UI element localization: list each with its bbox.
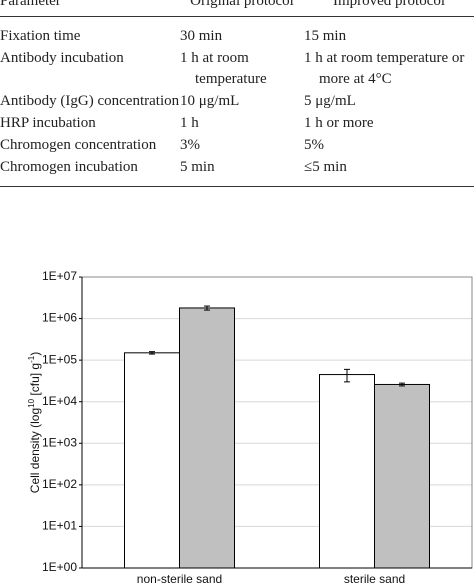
row: Chromogen incubation 5 min ≤5 min: [0, 157, 474, 187]
y-axis-label-part: -1: [27, 355, 36, 363]
y-axis-label-part: ): [28, 352, 42, 356]
cell: 1 h or more: [304, 115, 374, 131]
y-tick-label: 1E+07: [42, 269, 77, 283]
cell: 10 μg/mL: [180, 93, 240, 109]
cell: Chromogen concentration: [0, 137, 157, 153]
x-tick-label: non-sterile sand: [137, 572, 222, 586]
x-tick-label: sterile sand: [344, 572, 405, 586]
cell: 3%: [180, 137, 200, 153]
y-tick-label: 1E+06: [42, 311, 77, 325]
cell: 1 h at room temperature or more at 4°C: [304, 50, 465, 87]
row: HRP incubation 1 h 1 h or more: [0, 113, 474, 135]
y-axis-label-part: 10: [27, 398, 36, 407]
y-tick-label: 1E+01: [42, 519, 77, 533]
cell: 30 min: [180, 28, 223, 44]
cell: HRP incubation: [0, 115, 96, 131]
cell: 5 min: [180, 159, 215, 175]
header-cell: Parameter: [0, 0, 61, 9]
cell: Fixation time: [0, 28, 81, 44]
header-row: Parameter Original protocol Improved proto…: [0, 0, 474, 17]
row: Antibody (IgG) concentration 10 μg/mL 5 μg…: [0, 91, 474, 113]
cell: 1 h: [180, 115, 199, 131]
bar: [124, 352, 180, 569]
cell: Antibody incubation: [0, 50, 124, 66]
cell: 1 h at room temperature: [180, 50, 267, 87]
cell: Chromogen incubation: [0, 159, 138, 175]
cell: ≤5 min: [304, 159, 347, 175]
y-axis-label: Cell density (log10 [cfu] g-1): [27, 352, 43, 493]
bar: [179, 307, 235, 569]
error-bar: [344, 368, 350, 383]
y-tick-label: 1E+03: [42, 435, 77, 449]
bar: [319, 374, 375, 569]
y-tick-label: 1E+00: [42, 560, 77, 574]
y-tick-label: 1E+05: [42, 352, 77, 366]
y-axis-label-part: Cell density (log: [28, 408, 42, 493]
y-tick-label: 1E+02: [42, 477, 77, 491]
header-cell: Original protocol: [190, 0, 294, 9]
row: Antibody incubation 1 h at room temperatu…: [0, 48, 474, 91]
cell: Antibody (IgG) concentration: [0, 93, 180, 109]
cell: 5 μg/mL: [304, 93, 356, 109]
cell: 15 min: [304, 28, 347, 44]
bar: [374, 383, 430, 569]
y-tick-label: 1E+04: [42, 394, 77, 408]
error-bar: [204, 305, 210, 311]
y-axis-label-part: [cfu] g: [28, 363, 42, 399]
row: Chromogen concentration 3% 5%: [0, 135, 474, 157]
cell: 5%: [304, 137, 324, 153]
header-cell: Improved protocol: [332, 0, 446, 9]
protocol-table: Parameter Original protocol Improved proto…: [0, 0, 474, 253]
error-bar: [149, 351, 155, 355]
table: Parameter Original protocol Improved proto…: [0, 0, 474, 187]
row: Fixation time 30 min 15 min: [0, 17, 474, 49]
error-bar: [399, 382, 405, 387]
